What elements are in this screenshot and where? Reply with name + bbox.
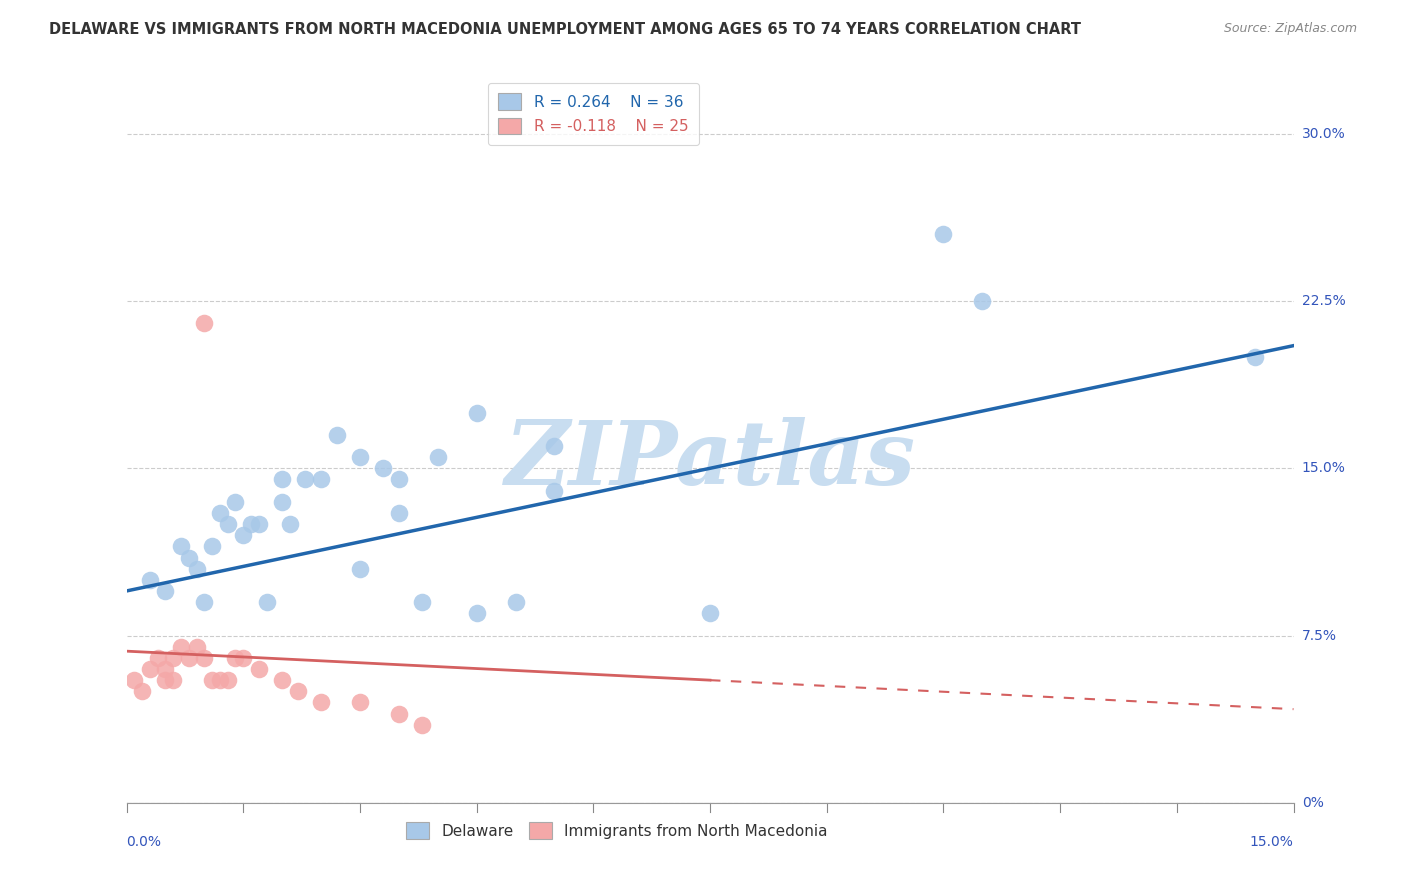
Point [155, 673, 177, 687]
Point [1243, 350, 1265, 364]
Text: 7.5%: 7.5% [1302, 629, 1337, 642]
Point [217, 516, 239, 531]
Point [972, 293, 994, 308]
Point [932, 227, 955, 241]
Text: DELAWARE VS IMMIGRANTS FROM NORTH MACEDONIA UNEMPLOYMENT AMONG AGES 65 TO 74 YEA: DELAWARE VS IMMIGRANTS FROM NORTH MACEDO… [49, 22, 1081, 37]
Point [271, 494, 294, 508]
Point [232, 651, 254, 665]
Point [217, 673, 239, 687]
Point [240, 516, 263, 531]
Point [325, 427, 347, 442]
Point [699, 607, 721, 621]
Point [349, 562, 371, 576]
Point [411, 717, 433, 731]
Point [186, 640, 208, 654]
Point [124, 673, 146, 687]
Point [193, 316, 215, 330]
Point [131, 684, 153, 698]
Text: 30.0%: 30.0% [1302, 127, 1346, 141]
Point [139, 662, 162, 676]
Point [388, 472, 411, 486]
Point [278, 516, 301, 531]
Point [170, 640, 193, 654]
Point [411, 595, 433, 609]
Point [388, 506, 411, 520]
Point [162, 651, 184, 665]
Point [177, 550, 200, 565]
Point [287, 684, 309, 698]
Point [146, 651, 169, 665]
Point [373, 461, 395, 475]
Point [186, 562, 208, 576]
Point [349, 696, 371, 710]
Point [271, 472, 294, 486]
Point [201, 539, 224, 553]
Point [170, 539, 193, 553]
Point [247, 516, 270, 531]
Point [224, 651, 246, 665]
Point [256, 595, 278, 609]
Text: 0%: 0% [1302, 796, 1323, 810]
Point [162, 673, 184, 687]
Point [155, 662, 177, 676]
Point [294, 472, 316, 486]
Text: 0.0%: 0.0% [127, 835, 162, 849]
Point [232, 528, 254, 542]
Text: Source: ZipAtlas.com: Source: ZipAtlas.com [1223, 22, 1357, 36]
Point [309, 472, 332, 486]
Point [505, 595, 527, 609]
Point [426, 450, 449, 464]
Point [543, 483, 565, 498]
Point [271, 673, 294, 687]
Point [309, 696, 332, 710]
Point [208, 506, 231, 520]
Point [201, 673, 224, 687]
Point [193, 595, 215, 609]
Point [247, 662, 270, 676]
Point [139, 573, 162, 587]
Point [177, 651, 200, 665]
Text: 22.5%: 22.5% [1302, 294, 1346, 308]
Point [543, 439, 565, 453]
Point [224, 494, 246, 508]
Point [388, 706, 411, 721]
Legend: Delaware, Immigrants from North Macedonia: Delaware, Immigrants from North Macedoni… [399, 816, 834, 845]
Text: 15.0%: 15.0% [1250, 835, 1294, 849]
Text: ZIPatlas: ZIPatlas [505, 417, 915, 503]
Point [349, 450, 371, 464]
Point [208, 673, 231, 687]
Text: 15.0%: 15.0% [1302, 461, 1346, 475]
Point [155, 583, 177, 598]
Point [465, 607, 488, 621]
Point [193, 651, 215, 665]
Point [465, 405, 488, 419]
